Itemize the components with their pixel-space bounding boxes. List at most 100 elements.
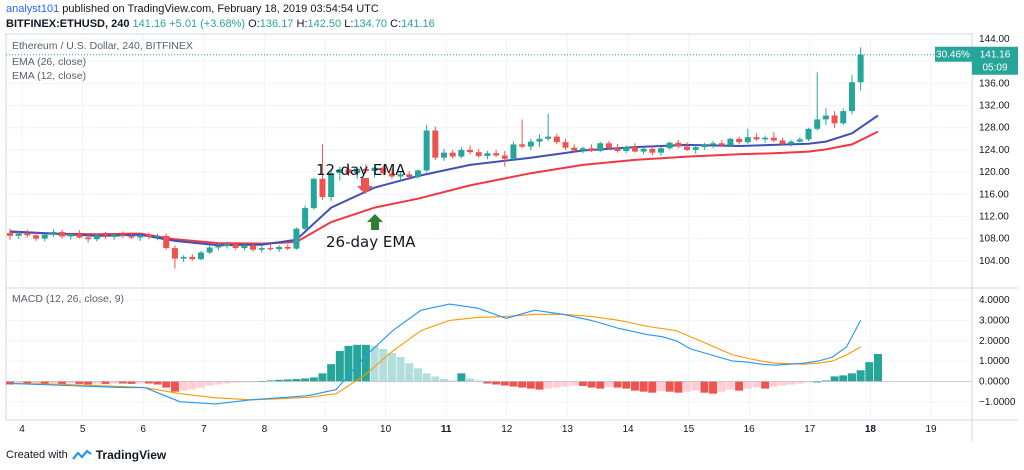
macd-histogram-bar — [23, 381, 32, 384]
symbol-label: BITFINEX:ETHUSD, 240 — [6, 18, 130, 30]
macd-histogram-bar — [448, 380, 457, 382]
macd-histogram-bar — [162, 381, 171, 388]
macd-histogram-bar — [769, 381, 778, 387]
x-tick-label: 8 — [262, 424, 268, 435]
macd-histogram-bar — [674, 381, 683, 393]
candle-body — [414, 170, 421, 178]
macd-histogram-bar — [691, 381, 700, 391]
candle-body — [449, 152, 456, 157]
macd-histogram-bar — [700, 381, 709, 393]
candle-body — [328, 173, 335, 198]
x-tick-label: 9 — [322, 424, 328, 435]
macd-histogram-bar — [622, 381, 631, 389]
macd-histogram-bar — [249, 381, 258, 383]
macd-histogram-bar — [492, 381, 501, 385]
x-tick-label: 13 — [562, 424, 574, 435]
candle-body — [822, 115, 829, 120]
candle-body — [7, 233, 13, 236]
author-link[interactable]: analyst101 — [6, 3, 60, 15]
y-tick-label: 108.00 — [979, 234, 1010, 245]
macd-histogram-bar — [457, 373, 466, 382]
macd-histogram-bar — [118, 381, 127, 384]
candle-body — [614, 148, 621, 152]
macd-histogram-bar — [474, 380, 483, 382]
macd-histogram-bar — [422, 373, 431, 382]
candle-body — [33, 235, 40, 239]
candle-body — [744, 137, 751, 143]
candle-body — [171, 248, 178, 259]
macd-histogram-bar — [413, 368, 422, 382]
macd-histogram-bar — [761, 381, 770, 389]
macd-histogram-bar — [509, 381, 518, 387]
macd-histogram-bar — [266, 380, 275, 382]
macd-histogram-bar — [361, 344, 370, 382]
candle-body — [710, 143, 717, 145]
macd-histogram-bar — [66, 381, 75, 384]
macd-histogram-bar — [387, 352, 396, 382]
macd-histogram-bar — [648, 381, 657, 393]
macd-histogram-bar — [717, 381, 726, 392]
candle-body — [788, 141, 795, 144]
candle-body — [102, 235, 109, 237]
macd-histogram-bar — [153, 381, 162, 385]
candle-body — [15, 233, 22, 236]
macd-histogram-bar — [604, 381, 613, 388]
macd-histogram-bar — [292, 379, 301, 382]
candle-body — [467, 149, 474, 153]
candle-body — [241, 245, 248, 249]
annotation-ema12: 12-day EMA — [316, 161, 406, 179]
macd-histogram-bar — [188, 381, 197, 390]
macd-histogram-bar — [535, 381, 544, 390]
macd-histogram-bar — [526, 381, 535, 389]
macd-histogram-bar — [865, 362, 874, 382]
candle-body — [85, 237, 92, 240]
candle-body — [197, 252, 204, 260]
candle-body — [76, 234, 83, 238]
countdown-label: 05:09 — [982, 63, 1007, 74]
tradingview-brand[interactable]: TradingView — [95, 448, 167, 462]
pct-badge-label: 30.46% — [936, 50, 970, 61]
macd-histogram-bar — [431, 376, 440, 382]
candle-body — [762, 137, 769, 140]
tradingview-logo-icon — [71, 449, 92, 460]
last-price: 141.16 — [132, 18, 167, 30]
candle-body — [406, 174, 413, 178]
macd-histogram-bar — [795, 381, 804, 384]
candle-body — [510, 144, 517, 159]
candle-body — [649, 148, 656, 153]
high-label: H: — [296, 18, 308, 30]
x-tick-label: 7 — [201, 424, 207, 435]
macd-histogram-bar — [813, 381, 822, 383]
candle-body — [597, 143, 604, 152]
candle-body — [501, 155, 508, 159]
macd-histogram-bar — [483, 381, 492, 384]
candle-body — [658, 148, 664, 153]
macd-histogram-bar — [301, 378, 310, 382]
macd-histogram-bar — [144, 381, 153, 384]
candle-body — [475, 152, 482, 157]
candle-body — [571, 147, 578, 151]
y-tick-label: 128.00 — [979, 123, 1010, 134]
candle-body — [50, 231, 57, 235]
low-label: L: — [344, 18, 354, 30]
candle-body — [154, 235, 161, 238]
legend-ema12: EMA (12, close) — [12, 70, 86, 82]
macd-y-tick-label: 4.0000 — [979, 295, 1010, 306]
candle-body — [59, 231, 66, 237]
x-tick-label: 6 — [140, 424, 146, 435]
candle-body — [579, 148, 586, 151]
macd-histogram-bar — [214, 381, 223, 385]
candle-body — [380, 167, 387, 174]
macd-histogram-bar — [309, 377, 318, 382]
macd-histogram-bar — [630, 381, 639, 391]
macd-histogram-bar — [500, 381, 509, 386]
candle-body — [319, 178, 326, 198]
macd-histogram-bar — [231, 381, 240, 383]
candle-body — [267, 248, 274, 250]
macd-histogram-bar — [856, 370, 865, 382]
x-tick-label: 19 — [925, 424, 937, 435]
candle-body — [814, 119, 821, 129]
macd-histogram-bar — [839, 375, 848, 382]
open-label: O: — [248, 18, 260, 30]
